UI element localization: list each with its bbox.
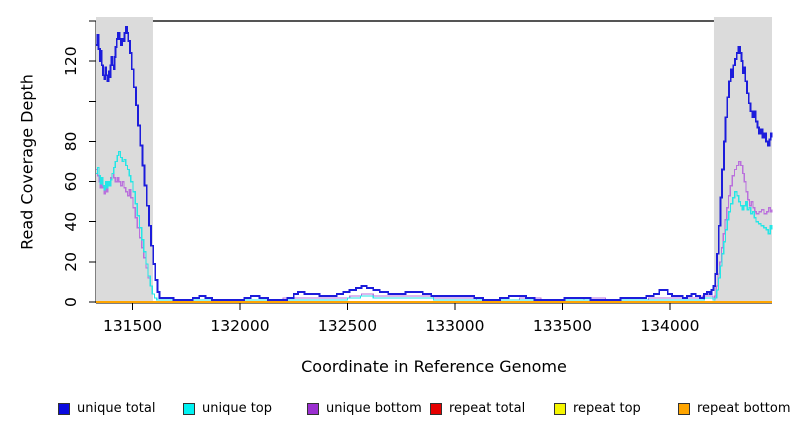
legend-swatch-repeat-total	[430, 402, 442, 415]
y-tick-label: 40	[62, 212, 80, 232]
legend-label: unique top	[202, 401, 273, 416]
legend-swatch-unique-bottom	[307, 402, 319, 415]
x-tick-label: 134000	[640, 317, 699, 335]
shaded-region-1	[713, 17, 772, 303]
x-tick-label: 132500	[318, 317, 377, 335]
legend-label: repeat total	[449, 401, 526, 416]
legend-label: unique total	[77, 401, 156, 416]
y-tick-label: 80	[62, 132, 80, 152]
x-tick-label: 133000	[425, 317, 484, 335]
y-tick-label: 120	[62, 46, 80, 76]
series-line-unique-bottom	[96, 160, 773, 301]
legend-item-unique-total: unique total	[58, 401, 155, 416]
series-line-unique-total	[96, 26, 773, 301]
y-tick-label: 0	[62, 297, 80, 307]
legend-label: repeat bottom	[697, 401, 791, 416]
y-tick-label: 60	[62, 172, 80, 192]
legend-swatch-repeat-bottom	[678, 402, 690, 415]
legend-item-unique-top: unique top	[183, 401, 272, 416]
legend-item-repeat-bottom: repeat bottom	[678, 401, 791, 416]
legend-item-unique-bottom: unique bottom	[307, 401, 422, 416]
legend-swatch-unique-top	[183, 402, 195, 415]
legend-label: unique bottom	[326, 401, 422, 416]
legend-swatch-unique-total	[58, 402, 70, 415]
coverage-plot: 131500 132000 132500 133000 133500 134000 0 20 4…	[62, 17, 773, 335]
x-axis-title: Coordinate in Reference Genome	[301, 357, 567, 376]
x-tick-label: 133500	[533, 317, 592, 335]
legend-item-repeat-total: repeat total	[430, 401, 525, 416]
x-tick-label: 132000	[210, 317, 269, 335]
x-tick-label: 131500	[103, 317, 162, 335]
y-axis-title: Read Coverage Depth	[17, 74, 37, 250]
legend-swatch-repeat-top	[554, 402, 566, 415]
legend-label: repeat top	[573, 401, 641, 416]
y-tick-label: 20	[62, 252, 80, 272]
series-line-unique-top	[96, 150, 773, 301]
legend-item-repeat-top: repeat top	[554, 401, 641, 416]
